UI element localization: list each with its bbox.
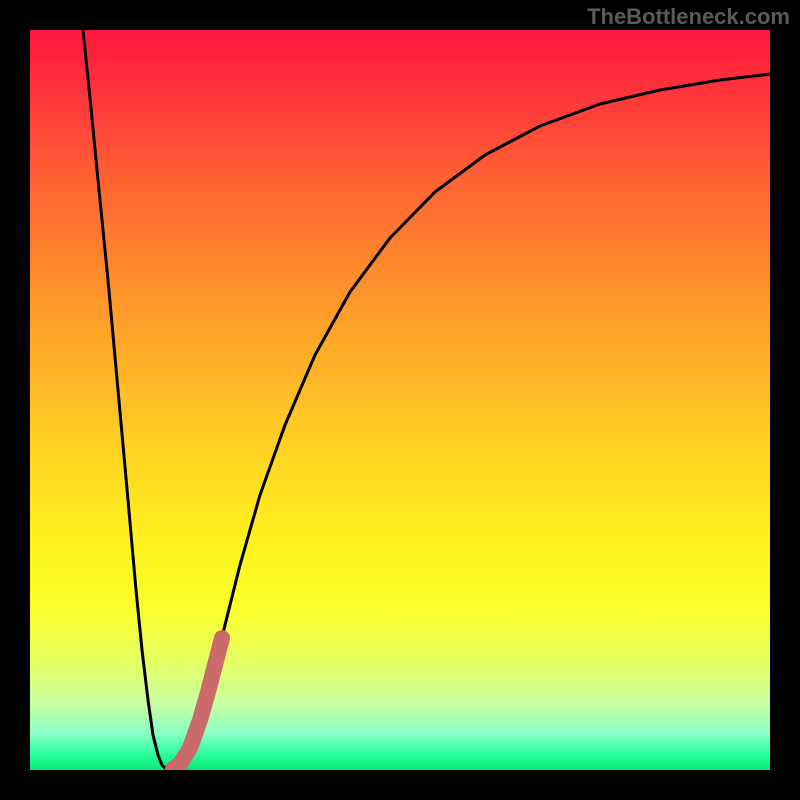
watermark-text: TheBottleneck.com	[587, 4, 790, 30]
highlight-marker	[173, 638, 222, 769]
plot-area	[30, 30, 770, 770]
bottleneck-curve	[83, 30, 770, 769]
curve-svg	[30, 30, 770, 770]
chart-container: TheBottleneck.com	[0, 0, 800, 800]
